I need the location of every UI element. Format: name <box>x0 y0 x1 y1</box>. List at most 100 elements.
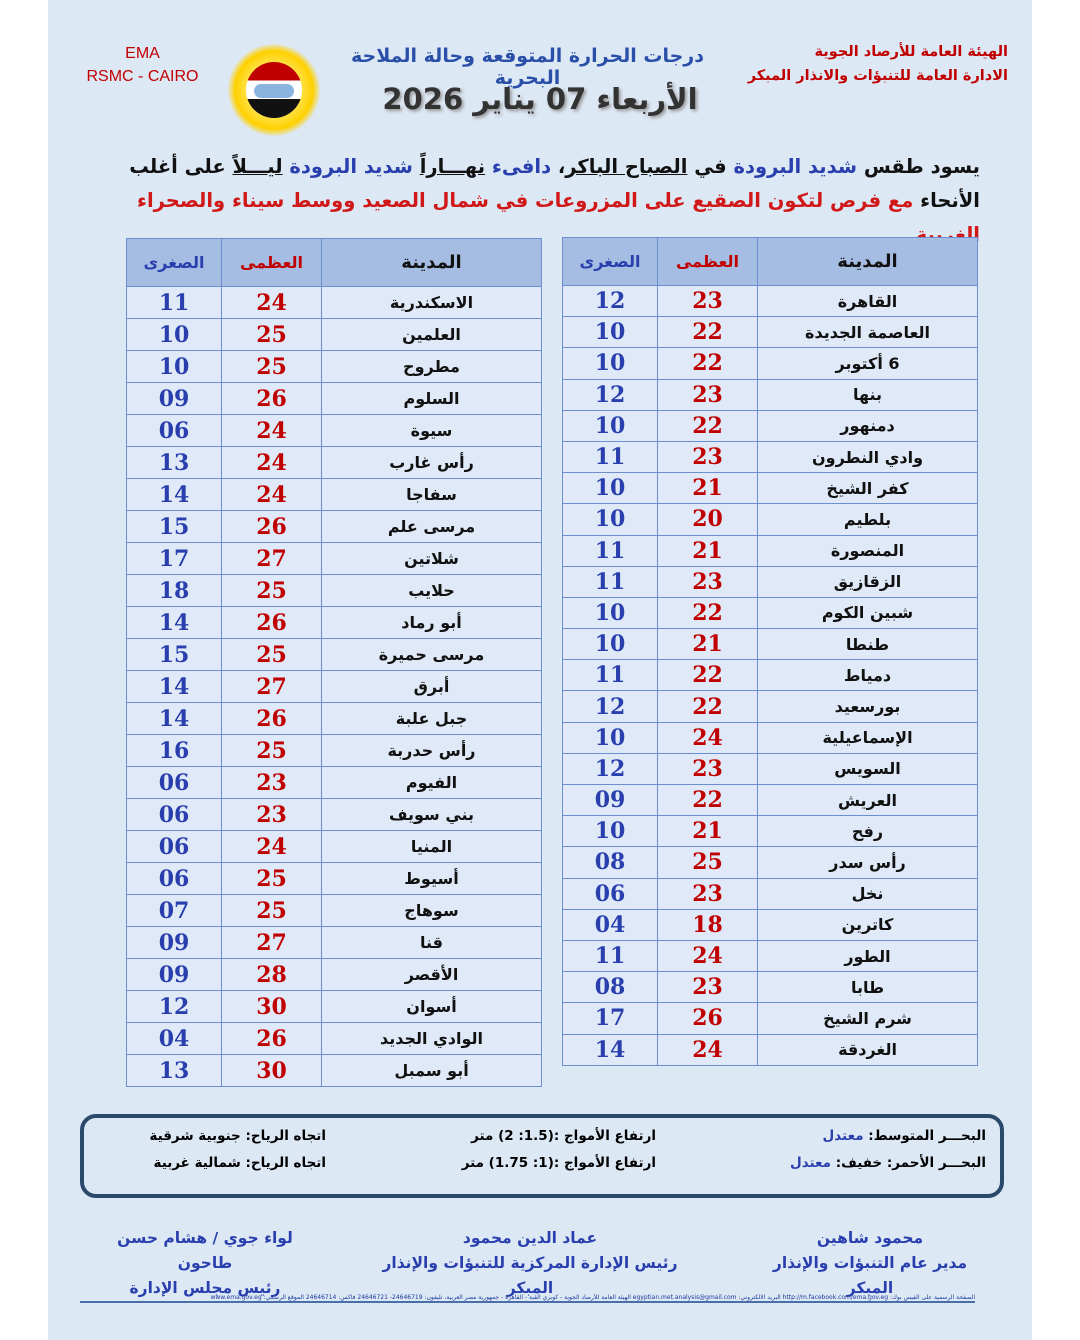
max-temp: 20 <box>657 503 758 536</box>
max-temp: 26 <box>657 1002 758 1035</box>
table-row: سفاجا 24 14 <box>126 478 542 511</box>
footer-contact-line[interactable]: الصفحة الرسمية على الفيس بوك: http://m.f… <box>80 1294 975 1303</box>
city-name: السلوم <box>321 382 542 415</box>
table-row: الوادي الجديد 26 04 <box>126 1022 542 1055</box>
city-name: كفر الشيخ <box>757 472 978 505</box>
city-name: شبين الكوم <box>757 596 978 630</box>
table-row: كاترين 18 04 <box>562 908 978 941</box>
sea-label: البحـــر المتوسط: <box>863 1128 986 1144</box>
table-row: المنصورة 21 11 <box>562 534 978 567</box>
table-row: أبو رماد 26 14 <box>126 606 542 639</box>
city-name: مطروح <box>321 350 542 383</box>
max-temp: 25 <box>221 350 322 383</box>
city-name: المنصورة <box>757 534 978 567</box>
max-temp: 25 <box>657 846 758 879</box>
signature-name: لواء جوي / هشام حسن طاحون <box>117 1229 293 1272</box>
table-row: نخل 23 06 <box>562 877 978 910</box>
city-name: بنها <box>757 378 978 411</box>
sea-label: البحـــر الأحمر: خفيف: <box>831 1155 986 1171</box>
city-name: أبرق <box>321 670 542 703</box>
city-name: رأس سدر <box>757 846 978 879</box>
table-row: الفيوم 23 06 <box>126 766 542 799</box>
max-temp: 23 <box>657 378 758 411</box>
table-header-row: المدينة العظمى الصغرى <box>562 237 978 286</box>
city-name: رأس حدربة <box>321 734 542 767</box>
signature-role: رئيس مجلس الإدارة <box>129 1279 281 1297</box>
table-row: بني سويف 23 06 <box>126 798 542 831</box>
min-temp: 14 <box>126 702 222 735</box>
org-line-1: الهيئة العامة للأرصاد الجوية <box>814 44 1008 60</box>
min-temp: 11 <box>562 440 658 474</box>
ema-logo-icon <box>228 44 320 136</box>
max-temp: 24 <box>221 478 322 511</box>
city-name: العاصمة الجديدة <box>757 316 978 349</box>
min-temp: 04 <box>126 1022 222 1055</box>
min-temp: 06 <box>126 766 222 799</box>
min-temp: 11 <box>562 659 658 692</box>
max-temp: 23 <box>657 877 758 910</box>
org-line-2: الادارة العامة للتنبؤات والانذار المبكر <box>747 68 1008 84</box>
table-row: رفح 21 10 <box>562 815 978 848</box>
max-temp: 23 <box>657 565 758 598</box>
city-name: الإسماعيلية <box>757 721 978 754</box>
organization-name: الهيئة العامة للأرصاد الجوية الادارة العا… <box>708 40 1008 88</box>
table-row: بورسعيد 22 12 <box>562 690 978 723</box>
city-name: بني سويف <box>321 798 542 831</box>
sea-conditions-box: البحـــر المتوسط: معتدل ارتفاع الأمواج :… <box>80 1114 1004 1198</box>
signature-3: لواء جوي / هشام حسن طاحون رئيس مجلس الإدا… <box>95 1226 315 1301</box>
bulletin-date: الأربعاء 07 يناير 2026 <box>382 82 698 116</box>
min-temp: 10 <box>562 472 658 505</box>
city-name: العريش <box>757 783 978 817</box>
city-name: سوهاج <box>321 894 542 927</box>
signature-role: رئيس الإدارة المركزية للتنبؤات والإنذار … <box>382 1254 678 1297</box>
min-temp: 13 <box>126 446 222 479</box>
city-name: الاسكندرية <box>321 286 542 319</box>
table-row: دمياط 22 11 <box>562 659 978 692</box>
city-name: دمياط <box>757 659 978 692</box>
min-temp: 10 <box>562 503 658 536</box>
city-name: رفح <box>757 815 978 848</box>
city-name: كاترين <box>757 908 978 941</box>
min-temp: 13 <box>126 1054 222 1087</box>
min-temp: 09 <box>126 926 222 959</box>
min-temp: 09 <box>126 958 222 991</box>
max-temp: 25 <box>221 894 322 927</box>
city-name: المنيا <box>321 830 542 863</box>
table-row: مرسى علم 26 15 <box>126 510 542 543</box>
city-name: قنا <box>321 926 542 959</box>
min-temp: 10 <box>126 318 222 351</box>
table-row: طنطا 21 10 <box>562 628 978 661</box>
min-temp: 12 <box>562 284 658 318</box>
sea-state: معتدل <box>790 1155 832 1171</box>
city-name: شلاتين <box>321 542 542 575</box>
table-row: الاسكندرية 24 11 <box>126 286 542 319</box>
table-row: شرم الشيخ 26 17 <box>562 1002 978 1035</box>
summary-segment: نهـــاراً <box>419 155 486 178</box>
city-name: سفاجا <box>321 478 542 511</box>
table-row: سوهاج 25 07 <box>126 894 542 927</box>
min-temp: 16 <box>126 734 222 767</box>
min-temp: 10 <box>562 316 658 349</box>
table-row: بلطيم 20 10 <box>562 503 978 536</box>
table-row: رأس غارب 24 13 <box>126 446 542 479</box>
table-row: العريش 22 09 <box>562 783 978 817</box>
max-temp: 21 <box>657 472 758 505</box>
table-row: رأس سدر 25 08 <box>562 846 978 879</box>
city-name: السويس <box>757 752 978 786</box>
min-temp: 06 <box>126 830 222 863</box>
max-temp: 22 <box>657 659 758 692</box>
city-name: العلمين <box>321 318 542 351</box>
table-row: الزقازيق 23 11 <box>562 565 978 598</box>
table-row: العلمين 25 10 <box>126 318 542 351</box>
min-temp: 08 <box>562 846 658 879</box>
summary-segment: شديد البرودة <box>733 155 858 178</box>
max-temp: 27 <box>221 926 322 959</box>
table-row: شبين الكوم 22 10 <box>562 596 978 630</box>
table-row: بنها 23 12 <box>562 378 978 411</box>
min-temp: 12 <box>562 690 658 723</box>
city-name: الفيوم <box>321 766 542 799</box>
min-temp: 14 <box>126 670 222 703</box>
max-temp: 26 <box>221 382 322 415</box>
summary-segment <box>485 155 492 178</box>
sea-state: معتدل <box>822 1128 864 1144</box>
